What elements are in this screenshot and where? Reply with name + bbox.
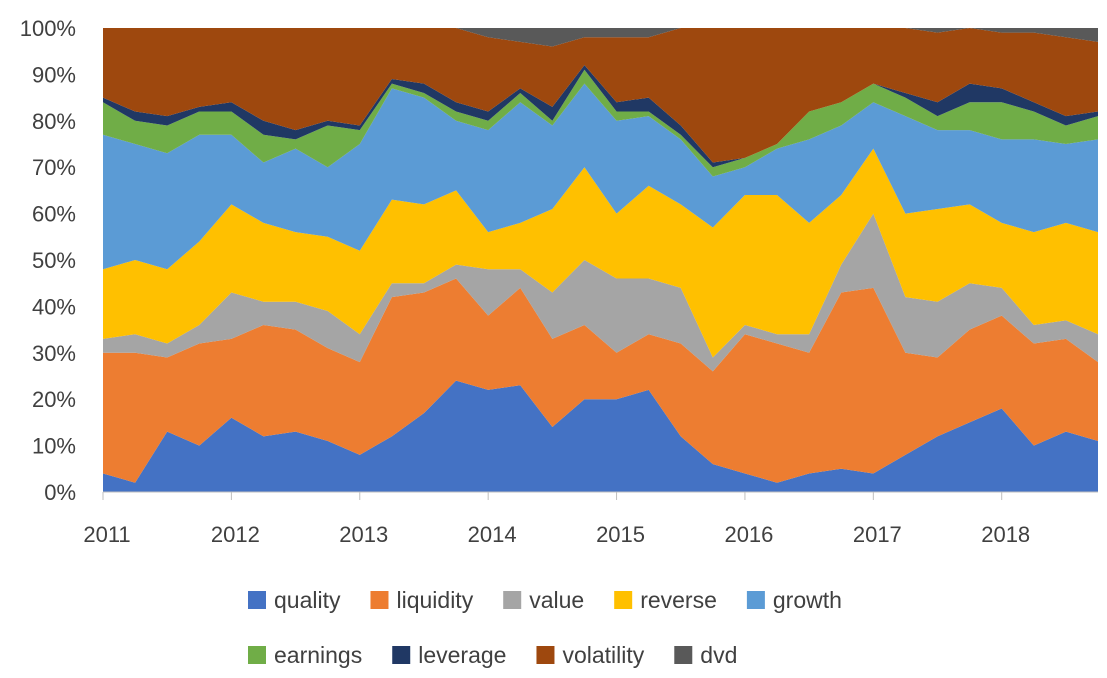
legend-item-earnings: earnings (248, 642, 362, 668)
legend-label-value: value (529, 587, 584, 613)
area-series-value (103, 213, 1098, 372)
legend-item-leverage: leverage (392, 642, 506, 668)
y-axis-tick-labels: 0% 10% 20% 30% 40% 50% 60% 70% 80% 90% 100% (20, 16, 76, 505)
legend-swatch-reverse (614, 591, 633, 609)
legend-label-leverage: leverage (418, 642, 506, 668)
legend-label-quality: quality (274, 587, 341, 613)
legend-swatch-value (503, 591, 522, 609)
x-tick-label: 2018 (981, 522, 1030, 547)
legend-swatch-earnings (248, 646, 266, 664)
legend-item-reverse: reverse (614, 587, 717, 613)
y-tick-label: 40% (32, 294, 76, 319)
area-series-dvd (103, 28, 1098, 47)
area-series-leverage (103, 65, 1098, 168)
x-tick-label: 2011 (83, 522, 130, 547)
y-tick-label: 10% (32, 434, 76, 459)
x-tick-label: 2016 (724, 522, 773, 547)
x-tick-label: 2013 (339, 522, 388, 547)
legend-label-growth: growth (773, 587, 842, 613)
y-tick-label: 20% (32, 387, 76, 412)
y-tick-label: 50% (32, 248, 76, 273)
legend-swatch-liquidity (370, 591, 389, 609)
x-tick-label: 2017 (853, 522, 902, 547)
x-axis-tick-labels: 2011 2012 2013 2014 2015 2016 2017 2018 (83, 492, 1030, 547)
area-series-reverse (103, 148, 1098, 358)
area-series-quality (103, 380, 1098, 492)
legend-swatch-dvd (674, 646, 693, 664)
legend-item-quality: quality (248, 587, 341, 613)
y-tick-label: 100% (20, 16, 76, 41)
x-tick-label: 2014 (468, 522, 517, 547)
legend-swatch-quality (248, 591, 266, 609)
legend-item-liquidity: liquidity (370, 587, 474, 613)
legend-label-liquidity: liquidity (396, 587, 473, 613)
x-tick-label: 2012 (211, 522, 260, 547)
y-tick-label: 60% (32, 202, 76, 227)
area-series-group (103, 28, 1098, 492)
legend-label-earnings: earnings (274, 642, 362, 668)
area-series-earnings (103, 69, 1098, 177)
legend-label-dvd: dvd (700, 642, 737, 668)
y-tick-label: 80% (32, 109, 76, 134)
legend-item-dvd: dvd (674, 642, 737, 668)
area-series-growth (103, 83, 1098, 270)
y-tick-label: 30% (32, 341, 76, 366)
area-series-volatility (103, 28, 1098, 163)
legend-item-growth: growth (746, 587, 842, 613)
legend-item-value: value (503, 587, 584, 613)
legend-swatch-volatility (536, 646, 555, 664)
area-series-liquidity (103, 278, 1098, 483)
x-tick-label: 2015 (596, 522, 645, 547)
y-tick-label: 0% (44, 480, 76, 505)
legend-swatch-leverage (392, 646, 411, 664)
y-tick-label: 90% (32, 62, 76, 87)
legend-swatch-growth (746, 591, 765, 609)
legend-label-reverse: reverse (640, 587, 717, 613)
y-tick-label: 70% (32, 155, 76, 180)
legend-label-volatility: volatility (562, 642, 644, 668)
legend: quality liquidity value reverse growth earnin… (248, 587, 842, 668)
legend-item-volatility: volatility (536, 642, 645, 668)
